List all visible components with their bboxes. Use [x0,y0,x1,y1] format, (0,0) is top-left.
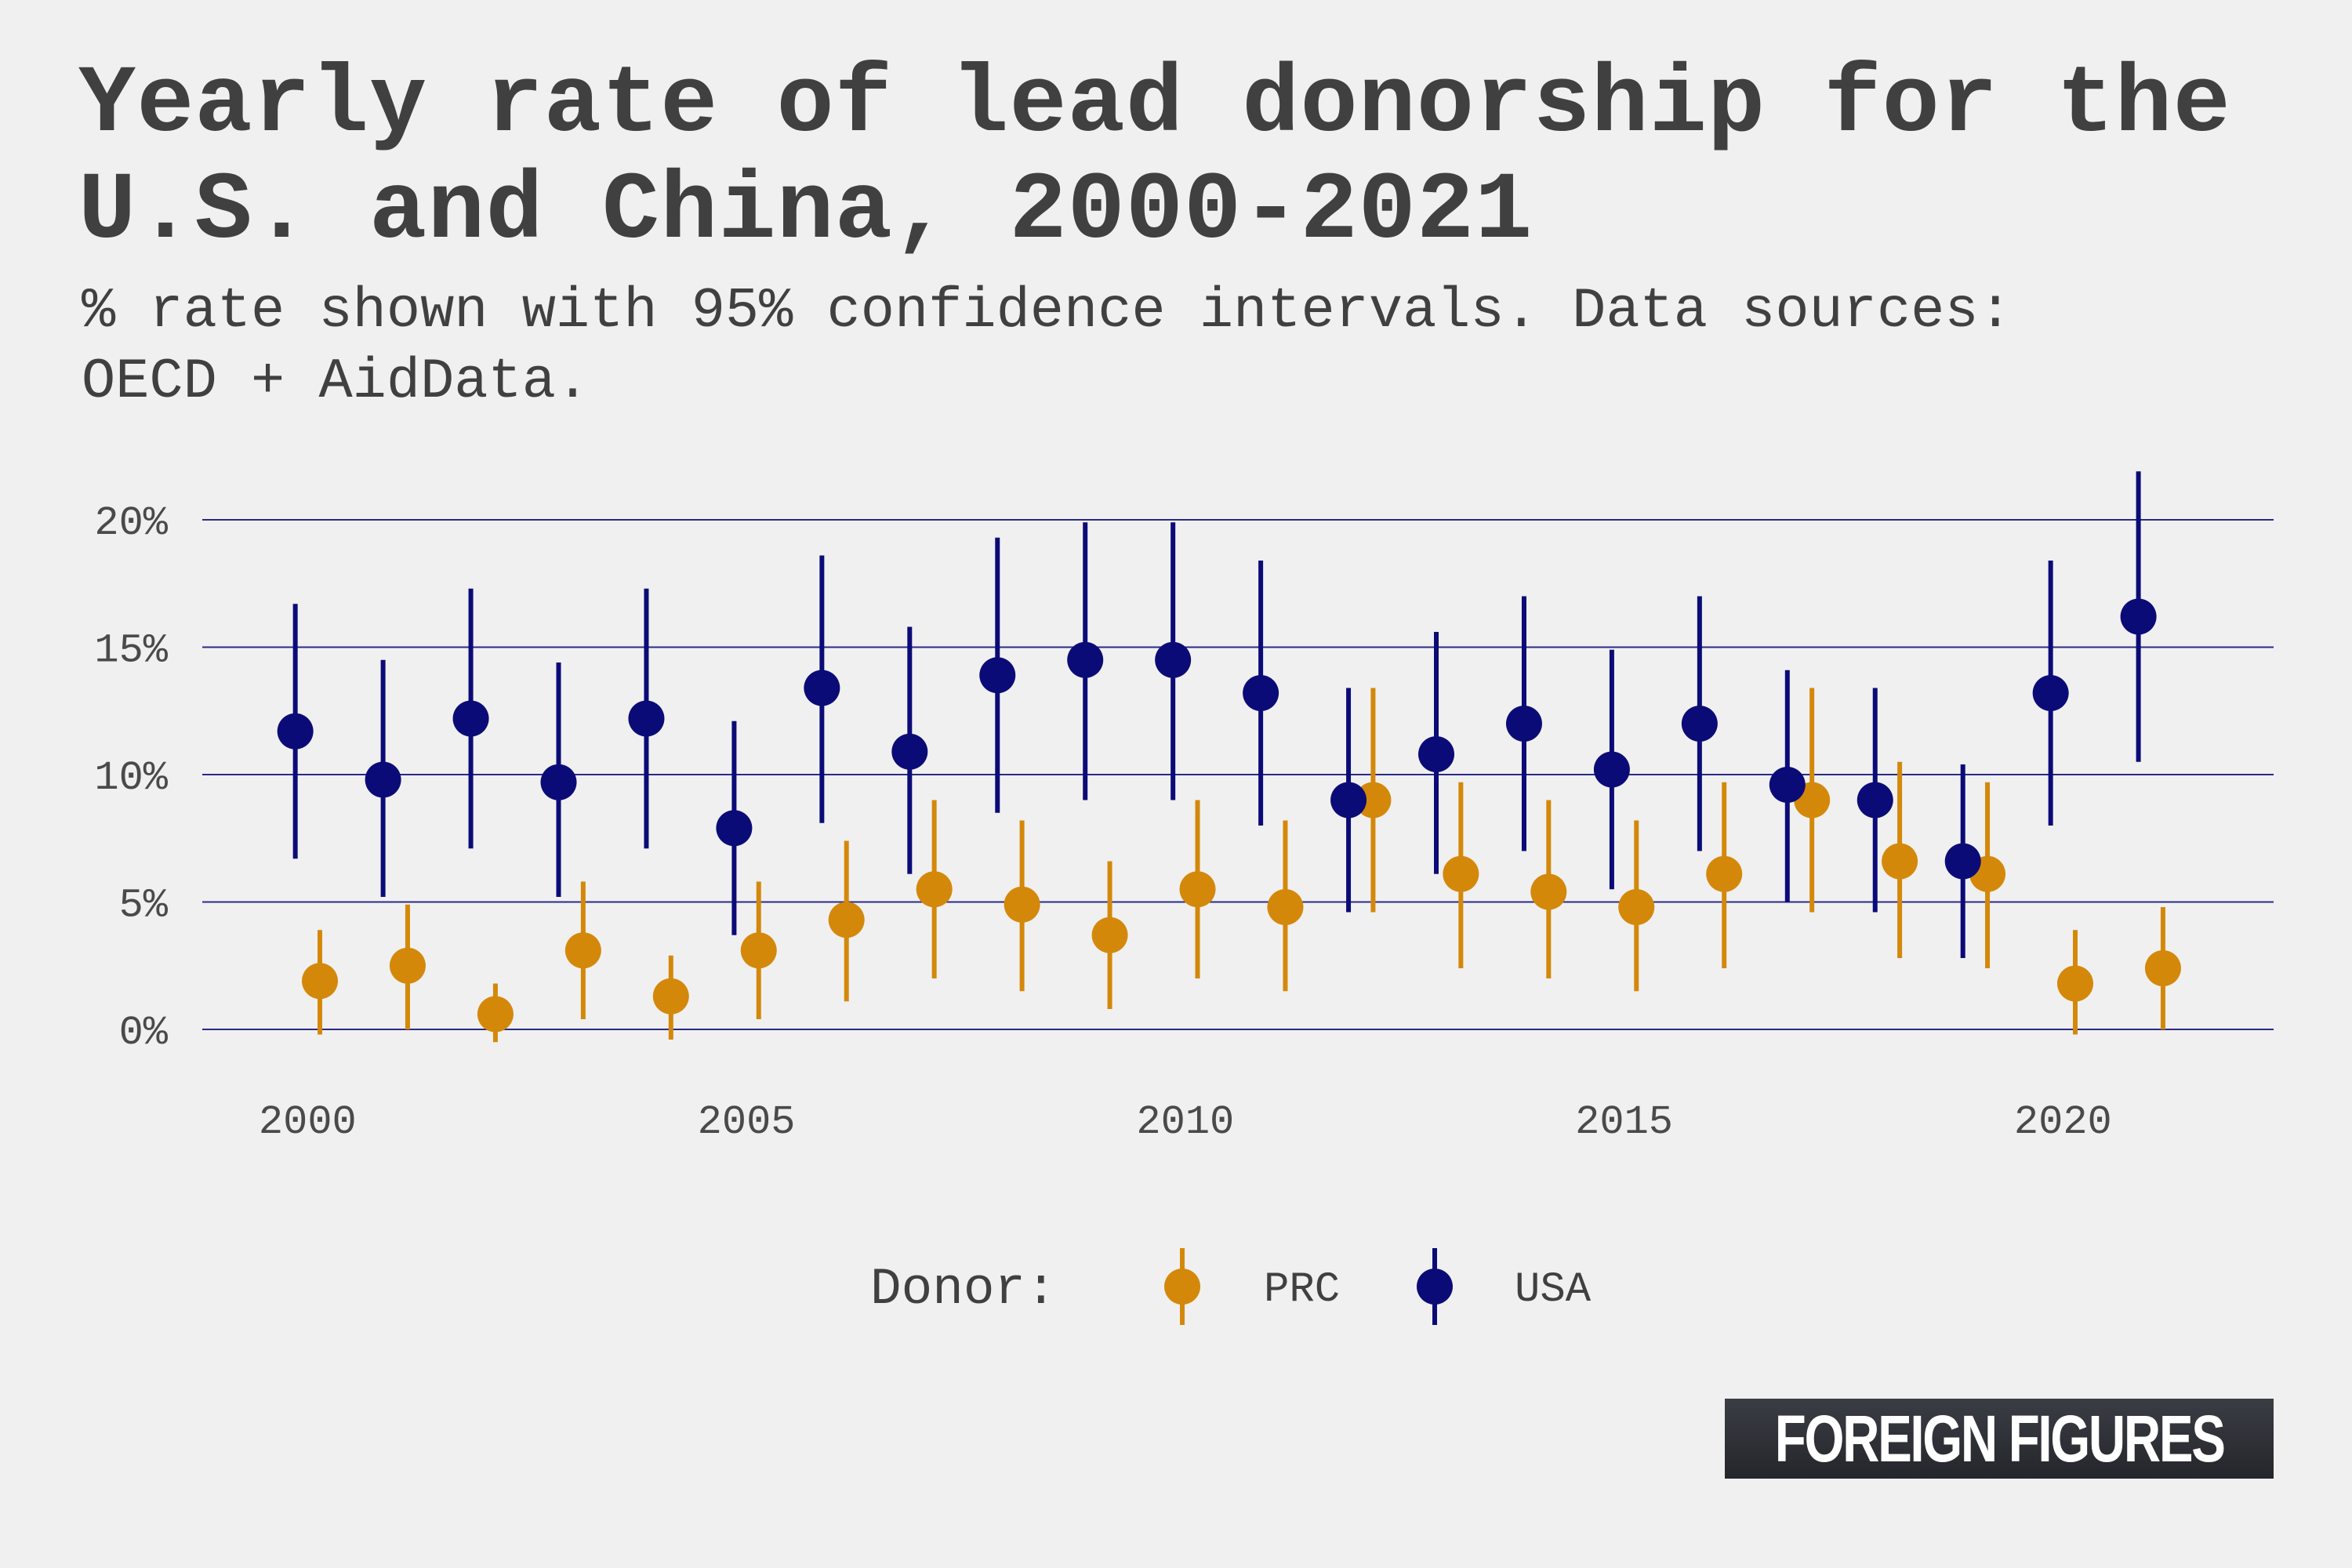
chart-title: Yearly rate of lead donorship for the U.… [78,50,2231,266]
x-tick-label: 2005 [698,1099,796,1145]
legend-label: PRC [1264,1266,1340,1314]
data-point [302,963,339,1000]
data-point [389,947,426,984]
data-point [1944,843,1981,880]
data-point [365,761,401,798]
data-point [1091,916,1128,953]
data-point [891,733,928,770]
data-point [716,810,753,847]
legend-item-prc: PRC [1164,1248,1340,1325]
legend-key-point [1417,1269,1453,1305]
data-point [2144,950,2181,986]
series-layer [277,471,2181,1043]
data-point [1530,873,1567,910]
x-tick-label: 2020 [2014,1099,2112,1145]
data-point [540,764,577,800]
data-point [828,902,865,938]
data-point [2056,965,2093,1002]
data-point [979,657,1016,694]
data-point [1681,706,1718,742]
foreign-figures-logo: FOREIGN FIGURES [1725,1399,2274,1479]
logo-text: FOREIGN FIGURES [1774,1401,2226,1475]
x-tick-label: 2010 [1136,1099,1234,1145]
data-point [2120,598,2157,635]
legend: Donor: PRC USA [870,1248,1592,1325]
data-point [628,700,665,737]
series-prc [302,688,2181,1043]
data-point [277,713,314,750]
data-point [1769,767,1806,803]
legend-key-point [1164,1269,1200,1305]
y-tick-label: 0% [119,1010,169,1056]
data-point [1330,782,1367,818]
y-tick-label: 15% [94,628,168,674]
data-point [1155,641,1192,678]
x-tick-label: 2015 [1575,1099,1673,1145]
data-point [1505,706,1542,742]
data-point [652,978,689,1014]
y-tick-label: 5% [119,883,169,929]
y-tick-label: 20% [94,500,168,546]
grid-layer [202,519,2274,1030]
x-tick-labels: 2000 2005 2010 2015 2020 [259,1099,2112,1145]
y-tick-label: 10% [94,755,168,801]
data-point [916,871,953,908]
series-usa [277,471,2157,958]
data-point [452,700,489,737]
data-point [1443,855,1479,892]
data-point [1706,855,1743,892]
data-point [1243,675,1279,711]
data-point [804,670,840,706]
legend-title: Donor: [870,1260,1057,1319]
data-point [1418,736,1455,772]
legend-item-usa: USA [1417,1248,1592,1325]
data-point [1857,782,1893,818]
data-point [1593,751,1630,788]
data-point [740,932,777,969]
y-tick-labels: 0% 5% 10% 15% 20% [94,500,168,1056]
x-tick-label: 2000 [259,1099,357,1145]
data-point [1004,886,1040,923]
data-point [1267,889,1304,925]
chart-subtitle: % rate shown with 95% confidence interva… [82,279,2013,414]
data-point [1618,889,1655,925]
data-point [1882,843,1918,880]
data-point [564,932,601,969]
data-point [1067,641,1104,678]
data-point [1179,871,1216,908]
data-point [477,996,514,1033]
data-point [2032,675,2069,711]
legend-label: USA [1515,1266,1592,1314]
